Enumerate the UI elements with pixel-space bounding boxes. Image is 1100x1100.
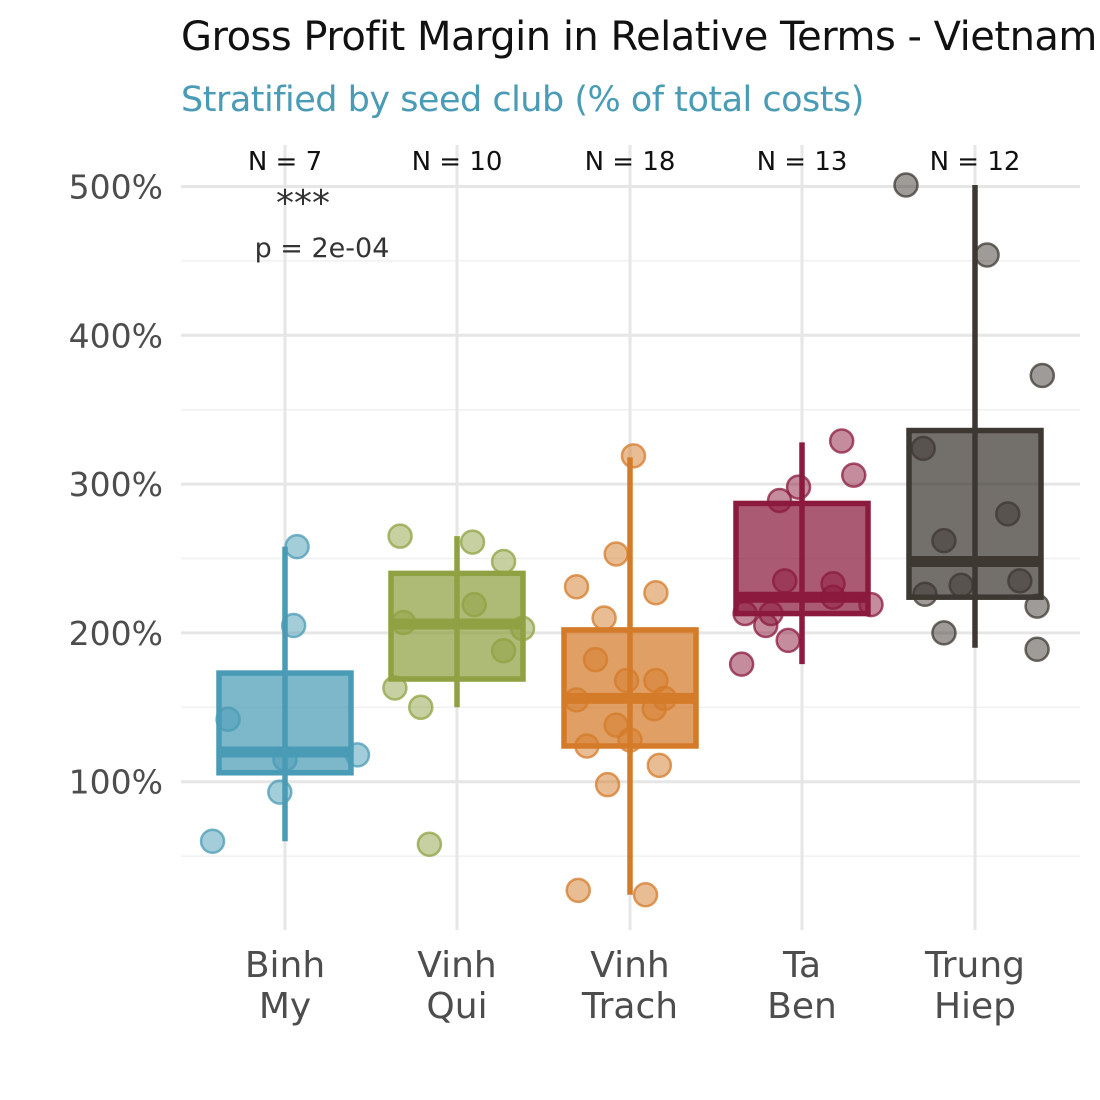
data-point xyxy=(820,571,846,597)
data-point xyxy=(344,742,371,768)
x-category-label: Hiep xyxy=(934,986,1016,1027)
data-point xyxy=(272,746,298,773)
data-point xyxy=(1024,593,1050,619)
n-count-label: N = 12 xyxy=(930,147,1021,177)
data-point xyxy=(408,694,434,721)
data-point xyxy=(267,779,293,805)
x-category-label: Binh xyxy=(245,945,325,986)
y-axis: 100% 200% 300% 400% 500% xyxy=(69,168,163,802)
data-point xyxy=(284,533,310,560)
data-point xyxy=(613,667,640,694)
y-tick-label: 100% xyxy=(69,763,163,802)
data-point xyxy=(643,667,669,694)
data-point xyxy=(565,877,591,904)
n-count-label: N = 13 xyxy=(757,147,848,177)
data-point xyxy=(728,651,755,677)
data-point xyxy=(632,882,659,908)
data-point xyxy=(646,752,673,779)
data-point xyxy=(199,828,226,854)
data-point xyxy=(387,523,413,549)
x-category-label: My xyxy=(259,986,311,1027)
x-category-label: Qui xyxy=(426,986,487,1027)
data-point xyxy=(390,609,417,636)
data-point xyxy=(841,462,867,488)
data-point xyxy=(910,435,936,462)
data-point xyxy=(459,529,486,555)
data-point xyxy=(490,548,517,575)
data-point xyxy=(1029,362,1056,389)
data-point xyxy=(974,242,1000,268)
chart-title: Gross Profit Margin in Relative Terms - … xyxy=(181,14,1097,60)
n-count-label: N = 7 xyxy=(248,147,322,177)
y-tick-label: 200% xyxy=(69,614,163,653)
data-point xyxy=(591,605,617,631)
data-point xyxy=(1007,568,1033,594)
data-point xyxy=(563,574,590,600)
data-point xyxy=(893,172,919,198)
x-category-label: Vinh xyxy=(417,945,496,986)
n-count-label: N = 18 xyxy=(585,147,676,177)
x-category-label: Trach xyxy=(581,986,678,1027)
data-point xyxy=(1024,636,1050,663)
data-point xyxy=(603,541,629,567)
data-point xyxy=(574,733,600,759)
data-point xyxy=(603,712,629,738)
data-point xyxy=(382,675,408,701)
data-point xyxy=(461,591,487,618)
x-category-label: Vinh xyxy=(590,945,669,986)
data-point xyxy=(620,443,647,469)
data-point xyxy=(766,487,793,514)
data-point xyxy=(995,501,1021,527)
data-point xyxy=(912,581,938,607)
data-point xyxy=(416,831,443,857)
x-category-label: Ben xyxy=(767,986,837,1027)
data-point xyxy=(931,527,957,554)
y-tick-label: 400% xyxy=(69,316,163,355)
data-point xyxy=(280,612,307,639)
data-point xyxy=(215,706,241,732)
data-point xyxy=(643,579,669,606)
data-point xyxy=(509,615,536,642)
chart-subtitle: Stratified by seed club (% of total cost… xyxy=(181,80,864,120)
data-point xyxy=(594,771,621,798)
data-point xyxy=(775,627,801,654)
points-layer xyxy=(199,172,1056,908)
data-point xyxy=(490,638,517,664)
y-tick-label: 300% xyxy=(69,465,163,504)
data-point xyxy=(785,474,812,500)
y-tick-label: 500% xyxy=(69,168,163,207)
data-point xyxy=(758,600,784,627)
x-category-label: Ta xyxy=(782,945,821,986)
data-point xyxy=(563,687,590,713)
data-point xyxy=(732,600,758,627)
data-point xyxy=(772,568,798,594)
n-count-label: N = 10 xyxy=(412,147,503,177)
data-point xyxy=(931,620,957,646)
p-value-label: p = 2e-04 xyxy=(255,233,390,264)
data-point xyxy=(858,591,884,618)
x-category-label: Trung xyxy=(924,945,1025,986)
significance-stars: *** xyxy=(276,183,330,224)
data-point xyxy=(828,428,855,454)
data-point xyxy=(582,646,609,673)
data-point xyxy=(948,572,974,599)
